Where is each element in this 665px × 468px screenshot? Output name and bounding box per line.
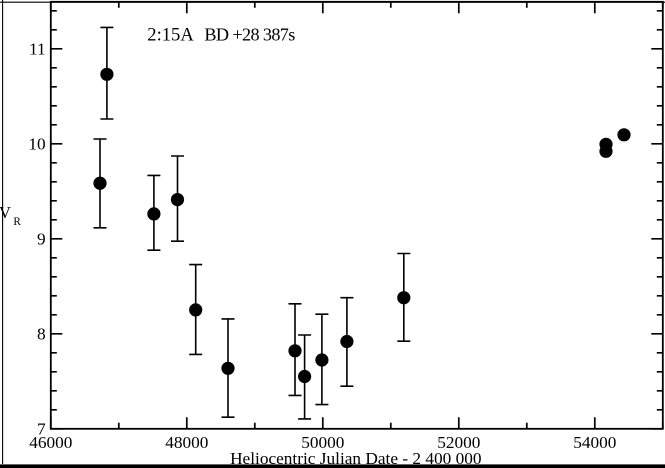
svg-text:7: 7 bbox=[37, 420, 46, 439]
svg-text:V: V bbox=[0, 203, 11, 222]
svg-text:R: R bbox=[13, 216, 21, 228]
svg-text:50000: 50000 bbox=[301, 433, 344, 452]
svg-text:46000: 46000 bbox=[29, 433, 72, 452]
svg-text:9: 9 bbox=[37, 230, 46, 249]
svg-text:BD +28 387s: BD +28 387s bbox=[204, 25, 295, 45]
svg-text:54000: 54000 bbox=[573, 433, 616, 452]
svg-text:11: 11 bbox=[29, 40, 46, 59]
svg-text:8: 8 bbox=[37, 325, 46, 344]
svg-text:10: 10 bbox=[28, 135, 45, 154]
svg-text:48000: 48000 bbox=[165, 433, 208, 452]
svg-text:52000: 52000 bbox=[437, 433, 480, 452]
svg-text:Heliocentric Julian Date - 2 4: Heliocentric Julian Date - 2 400 000 bbox=[230, 449, 481, 468]
svg-text:2:15A: 2:15A bbox=[147, 25, 194, 46]
